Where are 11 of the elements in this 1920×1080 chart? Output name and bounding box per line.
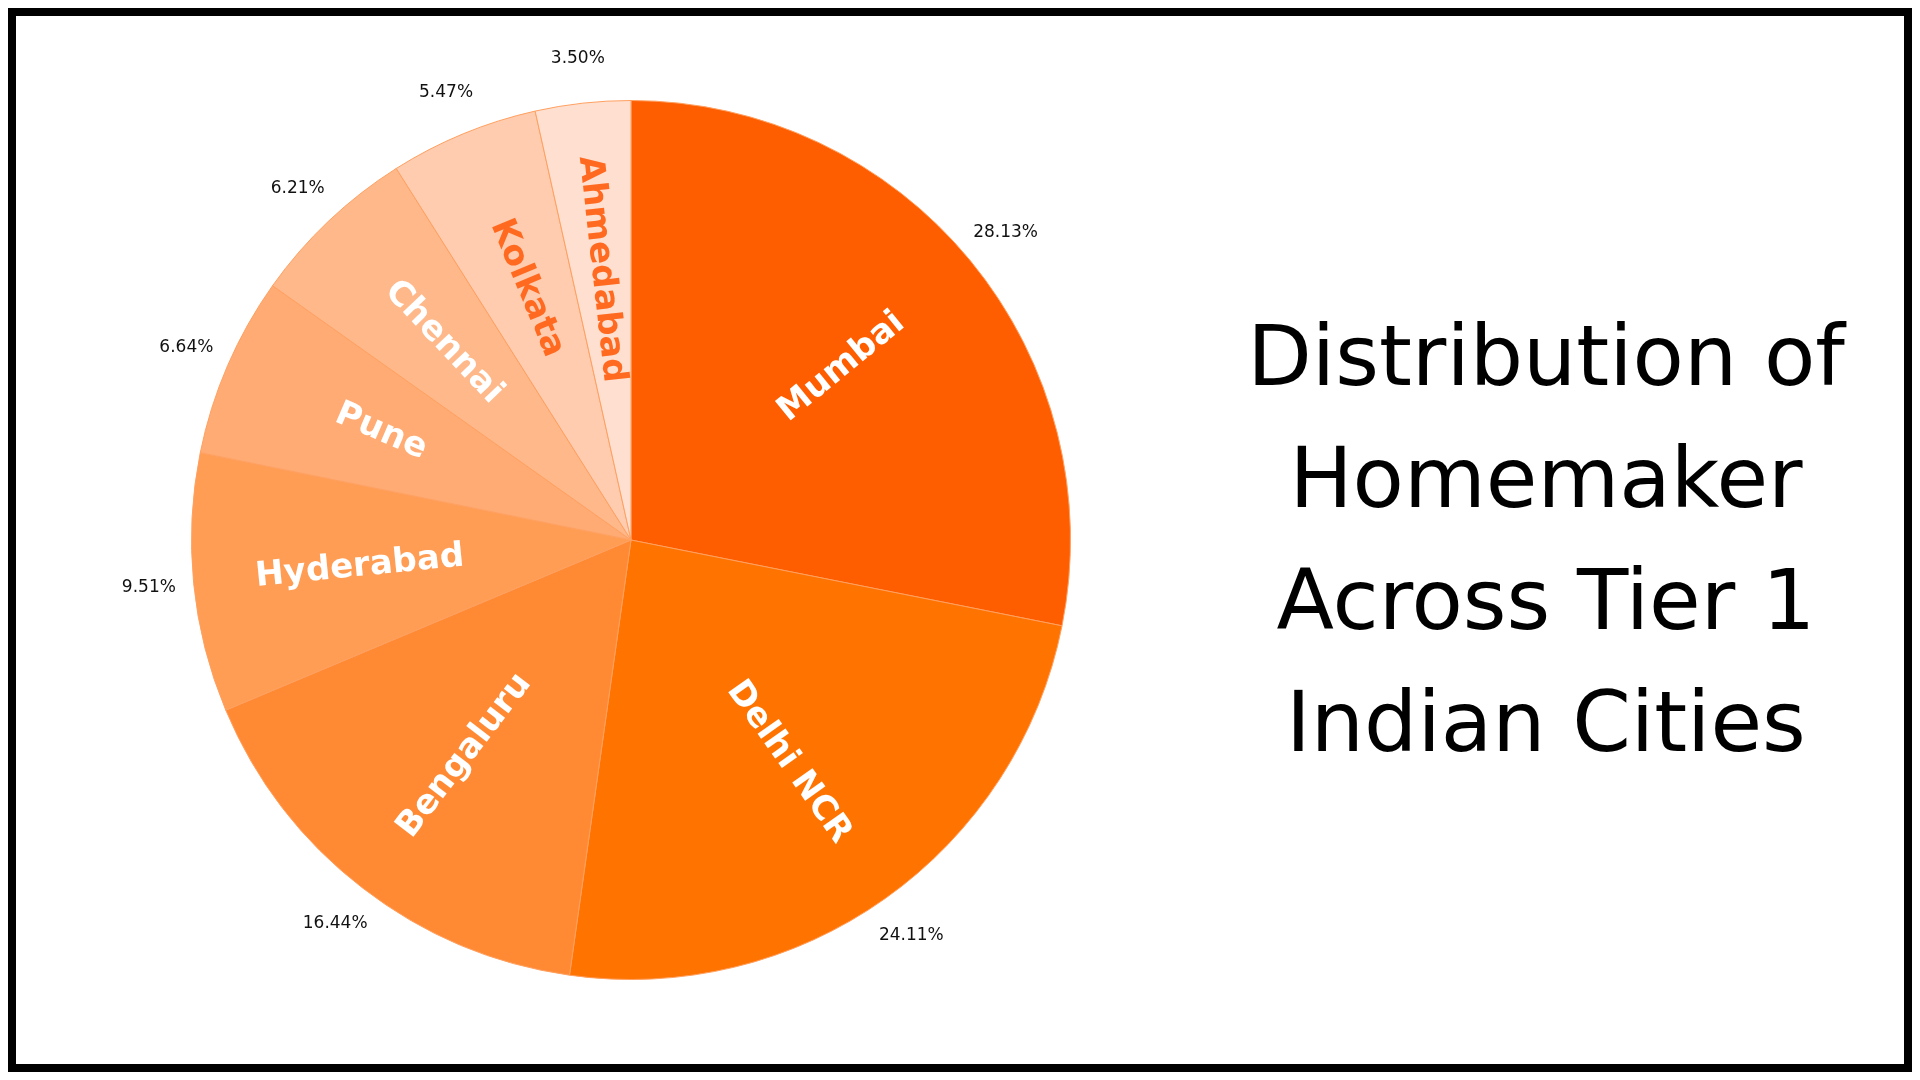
data-label: 16.44% — [302, 912, 368, 933]
data-label: 28.13% — [973, 221, 1038, 242]
data-label: 6.64% — [159, 335, 214, 356]
data-label: 3.50% — [550, 46, 605, 67]
text: Distribution of Homemaker Across Tier 1 Indian Cities — [1246, 306, 1848, 773]
slice-label: Hyderabad — [253, 533, 466, 594]
data-label: 5.47% — [419, 80, 474, 101]
data-label: 24.11% — [878, 923, 944, 944]
slice-label: Ahmedabad — [571, 153, 637, 385]
data-label: 6.21% — [270, 176, 325, 197]
data-label: 9.51% — [121, 576, 176, 597]
